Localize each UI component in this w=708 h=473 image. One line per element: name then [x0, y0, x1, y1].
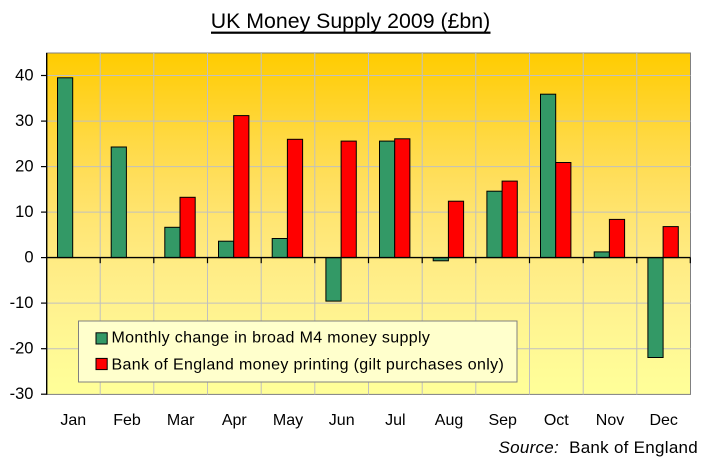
svg-text:-30: -30 — [10, 385, 34, 403]
svg-text:Feb: Feb — [113, 412, 141, 429]
svg-text:Mar: Mar — [167, 412, 195, 429]
svg-text:UK Money Supply 2009 (£bn): UK Money Supply 2009 (£bn) — [211, 9, 490, 33]
svg-text:10: 10 — [15, 203, 33, 221]
svg-text:Bank of England money printing: Bank of England money printing (gilt pur… — [112, 357, 505, 374]
svg-text:Dec: Dec — [649, 412, 677, 429]
svg-text:Jan: Jan — [60, 412, 86, 429]
svg-text:Jul: Jul — [385, 412, 405, 429]
svg-text:Jun: Jun — [329, 412, 355, 429]
svg-text:40: 40 — [15, 67, 33, 85]
svg-text:20: 20 — [15, 158, 33, 176]
svg-text:Oct: Oct — [544, 412, 569, 429]
svg-text:May: May — [273, 412, 303, 429]
svg-text:Sep: Sep — [488, 412, 517, 429]
svg-text:Nov: Nov — [596, 412, 624, 429]
svg-text:Source: Bank of England: Source: Bank of England — [499, 438, 699, 457]
svg-text:-10: -10 — [10, 294, 34, 312]
svg-text:0: 0 — [24, 249, 33, 267]
svg-text:30: 30 — [15, 112, 33, 130]
svg-text:Apr: Apr — [222, 412, 248, 429]
svg-text:Aug: Aug — [435, 412, 463, 429]
svg-text:Monthly change in broad M4 mon: Monthly change in broad M4 money supply — [112, 330, 431, 347]
svg-text:-20: -20 — [10, 340, 34, 358]
